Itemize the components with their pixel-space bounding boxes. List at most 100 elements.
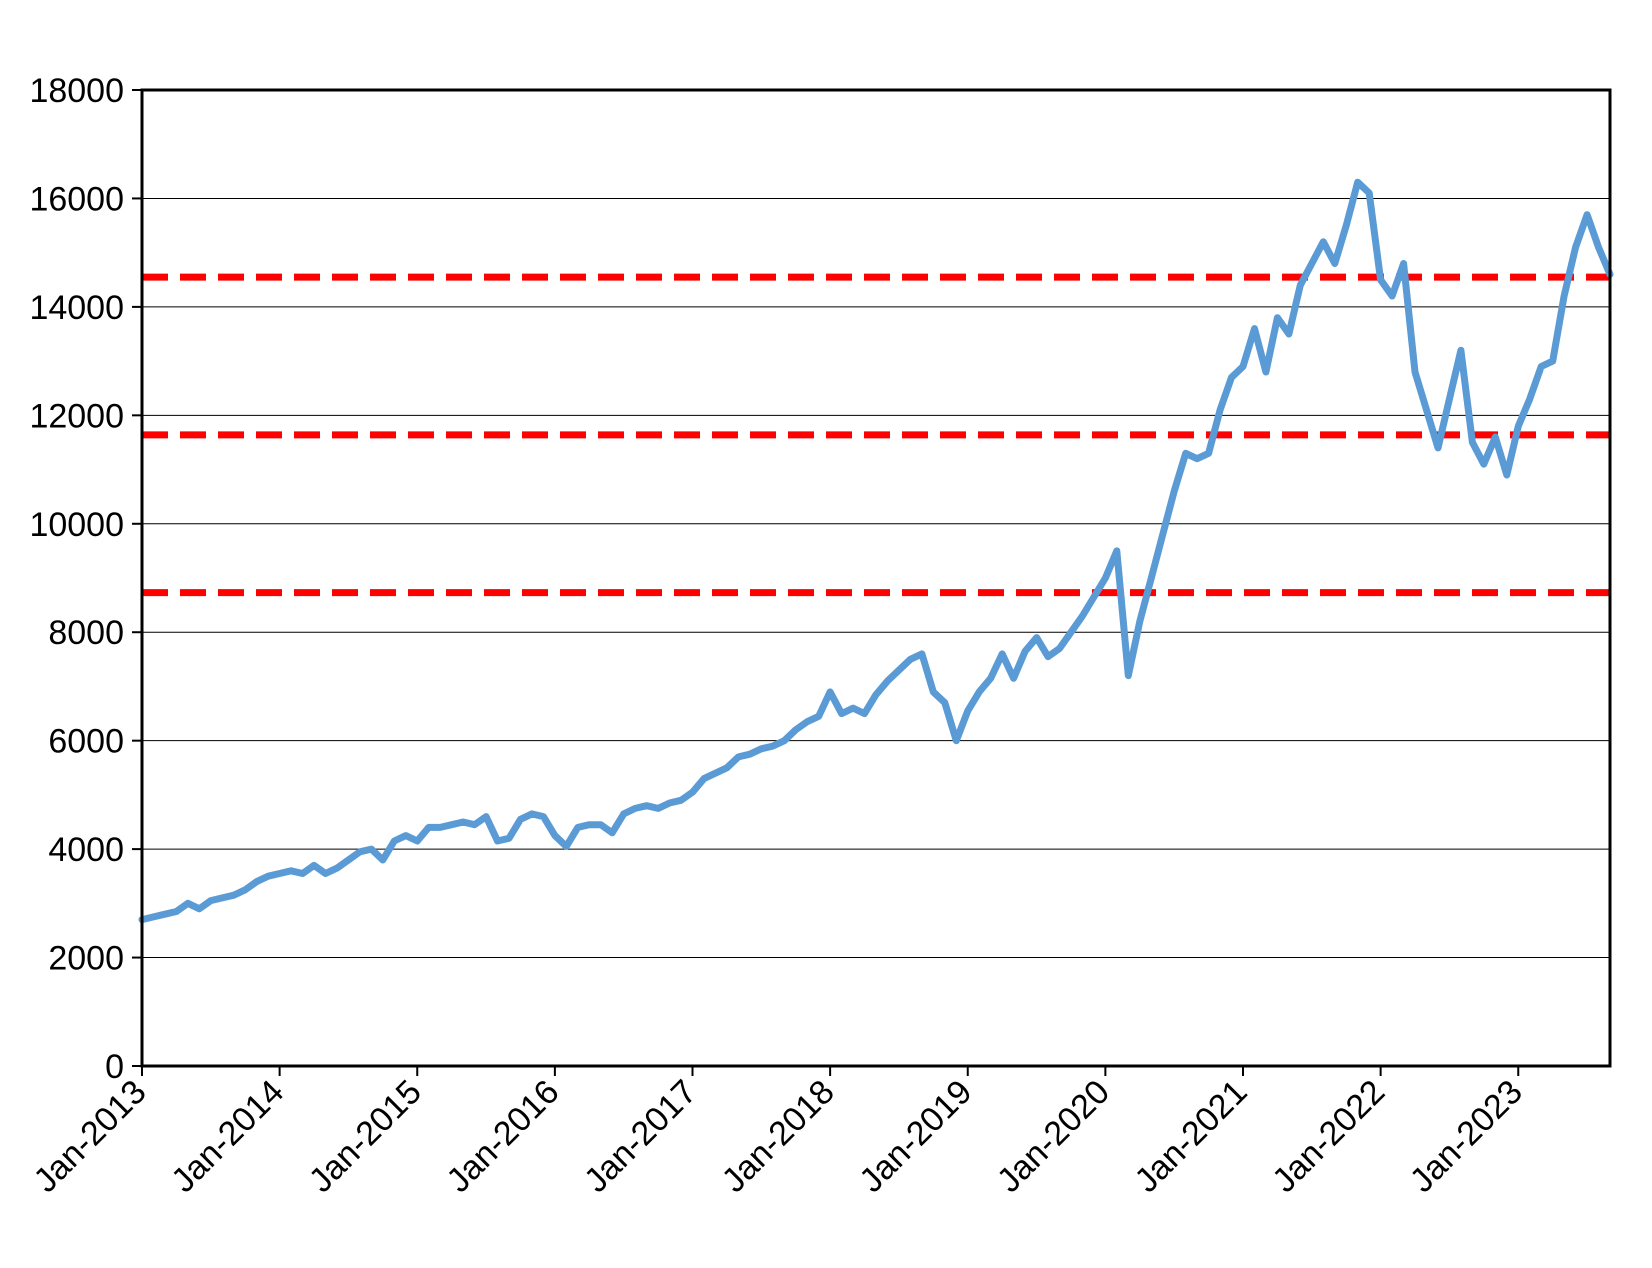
- x-tick-label: Jan-2014: [164, 1073, 291, 1200]
- data-point: [518, 816, 523, 822]
- data-point: [690, 789, 695, 795]
- data-point: [747, 751, 753, 757]
- plot-frame: [140, 88, 1612, 1068]
- data-point: [644, 803, 650, 809]
- data-point: [1469, 439, 1475, 445]
- x-tick-label: Jan-2013: [27, 1073, 154, 1200]
- data-point: [506, 835, 512, 841]
- data-point: [185, 900, 191, 906]
- data-point: [1584, 212, 1590, 218]
- data-point: [1435, 445, 1441, 451]
- data-point: [357, 849, 363, 855]
- data-point: [1217, 407, 1223, 413]
- plot-background: [142, 90, 1610, 1066]
- data-point: [655, 805, 661, 811]
- data-point: [1515, 423, 1521, 429]
- data-point: [632, 805, 638, 811]
- data-point: [1550, 358, 1556, 364]
- data-point: [1297, 282, 1303, 288]
- x-axis: Jan-2013 Jan-2014 Jan-2015 Jan-2016 Jan-2017…: [27, 1066, 1530, 1200]
- y-tick-label: 14000: [29, 289, 124, 327]
- data-point: [678, 797, 684, 803]
- data-point: [919, 651, 925, 657]
- data-point: [598, 822, 604, 828]
- data-point: [735, 754, 741, 760]
- y-tick-label: 8000: [48, 614, 124, 652]
- data-point: [999, 651, 1005, 657]
- data-point: [1458, 347, 1464, 353]
- y-tick-label: 12000: [29, 397, 124, 435]
- data-point: [1160, 532, 1166, 538]
- data-point: [414, 838, 420, 844]
- x-tick-label: Jan-2018: [715, 1073, 842, 1200]
- y-tick-label: 4000: [48, 831, 124, 869]
- data-point: [1481, 461, 1487, 467]
- data-point: [1274, 315, 1280, 321]
- data-point: [1102, 575, 1108, 581]
- data-point: [1401, 261, 1407, 266]
- data-point: [1252, 326, 1257, 332]
- data-point: [219, 895, 225, 901]
- data-point: [1229, 374, 1234, 380]
- data-point: [930, 689, 936, 695]
- data-point: [1389, 293, 1395, 299]
- data-point: [231, 892, 237, 898]
- data-point: [1034, 635, 1040, 641]
- data-point: [173, 909, 179, 914]
- data-point: [1343, 223, 1349, 229]
- data-point: [1137, 618, 1143, 624]
- data-point: [1309, 261, 1315, 266]
- data-point: [586, 822, 592, 828]
- data-point: [907, 656, 913, 662]
- data-point: [988, 675, 994, 681]
- x-tick-label: Jan-2022: [1265, 1073, 1392, 1200]
- data-point: [151, 914, 156, 920]
- data-point: [885, 678, 890, 684]
- data-point: [1446, 396, 1452, 402]
- data-point: [1194, 456, 1200, 462]
- x-tick-label: Jan-2016: [439, 1073, 566, 1200]
- data-point: [300, 871, 306, 876]
- data-point: [839, 711, 845, 717]
- data-point: [1492, 434, 1498, 440]
- data-point: [1378, 277, 1384, 283]
- data-point: [368, 846, 374, 852]
- data-point: [483, 814, 489, 820]
- data-point: [1045, 654, 1051, 660]
- data-point: [1504, 472, 1510, 478]
- data-point: [208, 898, 214, 904]
- y-axis: 0 2000 4000 6000 8000 10000 12000 14000 16000 180…: [29, 72, 142, 1086]
- data-point: [460, 819, 466, 825]
- data-point: [976, 689, 982, 695]
- data-point: [873, 692, 879, 698]
- x-tick-label: Jan-2019: [852, 1073, 979, 1200]
- data-point: [575, 824, 581, 830]
- data-point: [816, 713, 822, 719]
- data-point: [311, 862, 317, 868]
- data-point: [540, 814, 546, 820]
- data-point: [437, 824, 443, 830]
- data-point: [1355, 179, 1361, 185]
- data-point: [1424, 407, 1429, 413]
- data-point: [1206, 450, 1212, 456]
- data-point: [804, 719, 810, 725]
- data-point: [380, 857, 386, 863]
- data-point: [896, 667, 902, 673]
- data-point: [1320, 239, 1326, 245]
- data-point: [563, 843, 569, 849]
- data-point: [1527, 396, 1533, 402]
- y-tick-label: 16000: [29, 180, 124, 218]
- data-point: [827, 689, 833, 695]
- data-point: [403, 833, 409, 839]
- data-point: [277, 871, 283, 876]
- data-point: [288, 868, 294, 874]
- data-point: [1171, 488, 1177, 494]
- x-tick-label: Jan-2015: [302, 1073, 429, 1200]
- data-point: [495, 838, 500, 844]
- y-tick-label: 0: [105, 1048, 124, 1086]
- data-point: [265, 873, 271, 879]
- data-point: [701, 776, 707, 782]
- data-point: [1183, 450, 1189, 456]
- data-point: [1596, 244, 1601, 250]
- data-point: [724, 765, 730, 771]
